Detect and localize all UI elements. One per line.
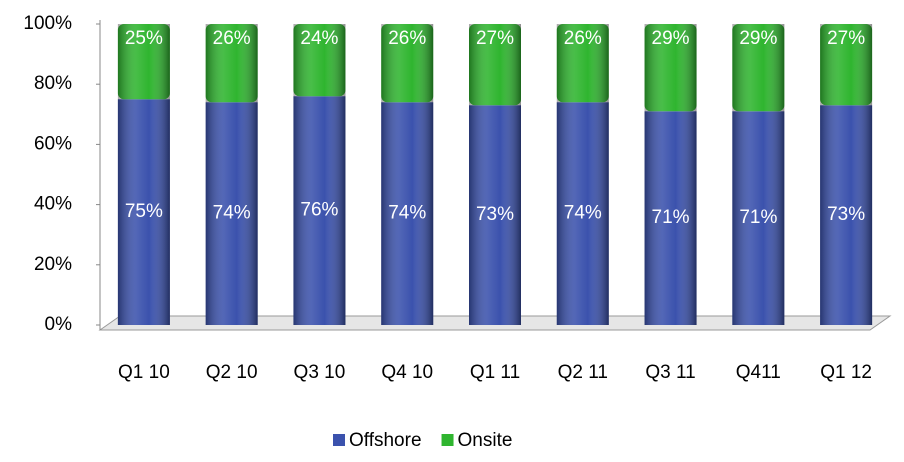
data-label: 75% [125, 201, 163, 222]
bar-shade [205, 24, 258, 103]
y-tick-label: 60% [34, 133, 72, 154]
y-tick-label: 20% [34, 254, 72, 275]
bar-shade [644, 111, 697, 325]
data-label: 74% [388, 203, 426, 224]
data-label: 25% [125, 28, 163, 49]
legend-label: Offshore [349, 430, 422, 451]
bar-shade [293, 24, 346, 97]
data-label: 29% [739, 28, 777, 49]
x-tick-label: Q3 11 [645, 362, 695, 383]
bar-shade [205, 102, 258, 325]
x-tick-label: Q2 11 [558, 362, 608, 383]
x-tick-label: Q1 11 [470, 362, 520, 383]
bar-shade [644, 24, 697, 112]
data-label: 71% [652, 207, 690, 228]
x-tick-label: Q4 10 [381, 362, 433, 383]
bar-shade [381, 102, 434, 325]
data-label: 73% [827, 204, 865, 225]
data-label: 74% [213, 203, 251, 224]
data-label: 26% [213, 28, 251, 49]
x-tick-label: Q1 12 [820, 362, 872, 383]
x-tick-label: Q411 [736, 362, 781, 383]
data-label: 76% [300, 200, 338, 221]
data-label: 74% [564, 203, 602, 224]
legend-swatch [441, 434, 454, 446]
bar-shade [820, 24, 873, 106]
y-tick-label: 40% [34, 194, 72, 215]
x-tick-label: Q1 10 [118, 362, 170, 383]
y-tick-label: 80% [34, 73, 72, 94]
x-tick-label: Q2 10 [206, 362, 258, 383]
data-label: 27% [827, 28, 865, 49]
legend-swatch [333, 434, 345, 446]
data-label: 73% [476, 204, 514, 225]
data-label: 26% [388, 28, 426, 49]
x-tick-label: Q3 10 [294, 362, 346, 383]
y-tick-label: 0% [45, 314, 73, 335]
legend-label: Onsite [458, 430, 513, 451]
data-label: 71% [739, 207, 777, 228]
bar-shade [732, 24, 785, 112]
y-tick-label: 100% [23, 13, 72, 34]
bar-shade [556, 24, 609, 103]
bar-shade [469, 105, 521, 326]
bar-shade [293, 96, 346, 326]
bar-shade [117, 24, 170, 100]
bar-shade [469, 24, 521, 106]
data-label: 27% [476, 28, 514, 49]
bar-shade [820, 105, 873, 326]
data-label: 26% [564, 28, 602, 49]
bar-shade [381, 24, 434, 103]
bar-shade [556, 102, 609, 325]
data-label: 29% [652, 28, 690, 49]
bar-shade [732, 111, 785, 325]
bar-shade [117, 99, 170, 325]
data-label: 24% [300, 28, 338, 49]
